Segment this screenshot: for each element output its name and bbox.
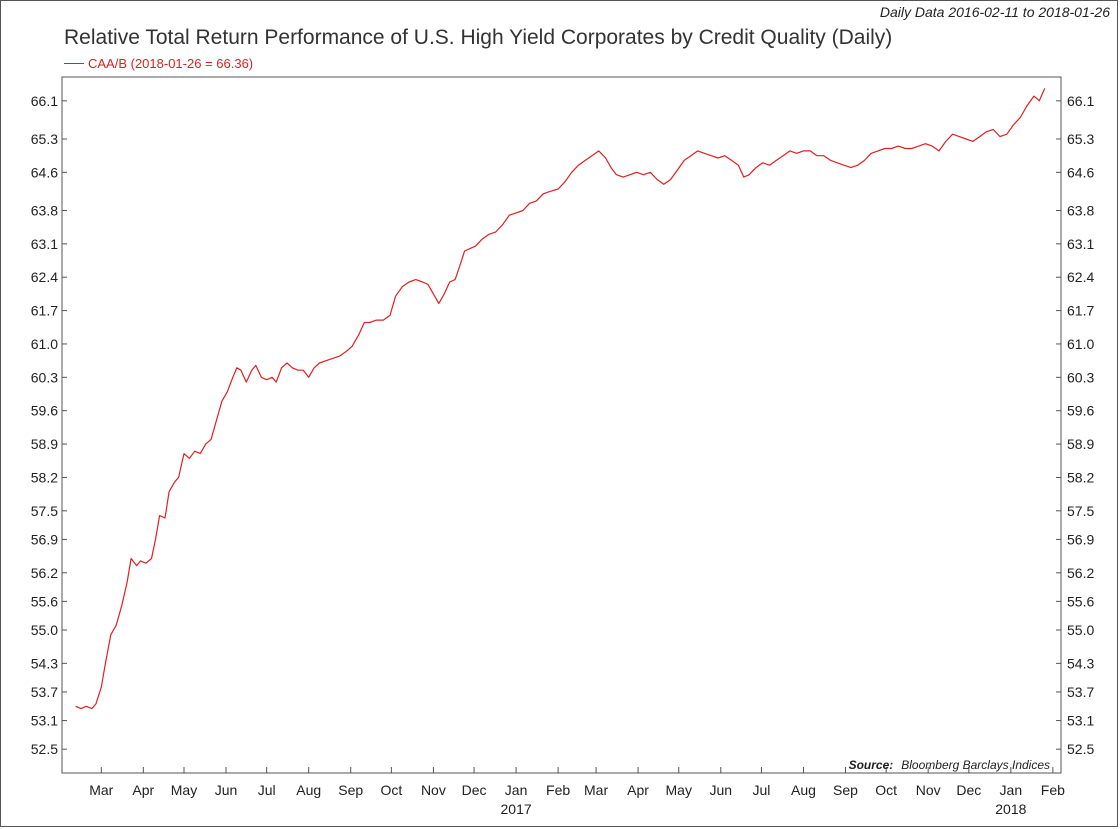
y-tick-label-right: 53.7	[1067, 684, 1094, 700]
y-tick-label-left: 58.9	[31, 436, 58, 452]
y-tick-label-right: 66.1	[1067, 93, 1094, 109]
x-tick-label: Aug	[791, 782, 816, 798]
y-tick-label-left: 57.5	[31, 503, 58, 519]
y-tick-label-right: 56.2	[1067, 565, 1094, 581]
y-tick-label-left: 58.2	[31, 469, 58, 485]
y-tick-label-right: 53.1	[1067, 713, 1094, 729]
y-tick-label-left: 59.6	[31, 403, 58, 419]
y-tick-label-left: 56.9	[31, 531, 58, 547]
y-tick-label-right: 61.0	[1067, 336, 1094, 352]
y-tick-label-right: 58.9	[1067, 436, 1094, 452]
y-tick-label-left: 63.8	[31, 202, 58, 218]
y-tick-label-left: 61.7	[31, 303, 58, 319]
x-tick-label: Oct	[380, 782, 402, 798]
x-tick-label: Feb	[1041, 782, 1065, 798]
x-tick-label: Jul	[258, 782, 276, 798]
y-tick-label-left: 54.3	[31, 655, 58, 671]
x-tick-label: Dec	[462, 782, 487, 798]
x-tick-label: Nov	[916, 782, 941, 798]
x-tick-label: May	[171, 782, 197, 798]
y-tick-label-left: 64.6	[31, 164, 58, 180]
y-tick-label-right: 57.5	[1067, 503, 1094, 519]
y-tick-label-right: 61.7	[1067, 303, 1094, 319]
y-tick-label-right: 63.1	[1067, 236, 1094, 252]
y-tick-label-right: 55.0	[1067, 622, 1094, 638]
x-tick-label: Feb	[546, 782, 570, 798]
x-year-label: 2017	[501, 801, 532, 817]
y-tick-label-left: 63.1	[31, 236, 58, 252]
x-tick-label: Jan	[505, 782, 528, 798]
y-tick-label-left: 55.6	[31, 593, 58, 609]
y-tick-label-right: 58.2	[1067, 469, 1094, 485]
x-tick-label: Mar	[89, 782, 113, 798]
y-tick-label-right: 56.9	[1067, 531, 1094, 547]
x-tick-label: Apr	[132, 782, 154, 798]
y-tick-label-left: 60.3	[31, 369, 58, 385]
source-text: Bloomberg Barclays Indices	[901, 758, 1050, 772]
y-tick-label-left: 62.4	[31, 269, 58, 285]
x-tick-label: Jul	[752, 782, 770, 798]
y-tick-label-right: 60.3	[1067, 369, 1094, 385]
y-tick-label-right: 55.6	[1067, 593, 1094, 609]
x-tick-label: Sep	[338, 782, 363, 798]
x-tick-label: Dec	[956, 782, 981, 798]
y-tick-label-right: 52.5	[1067, 741, 1094, 757]
plot-area	[61, 76, 1062, 774]
y-tick-label-left: 53.7	[31, 684, 58, 700]
y-tick-label-left: 55.0	[31, 622, 58, 638]
x-tick-label: Oct	[875, 782, 897, 798]
chart-title: Relative Total Return Performance of U.S…	[64, 26, 893, 49]
x-tick-label: May	[666, 782, 692, 798]
legend-label: CAA/B (2018-01-26 = 66.36)	[88, 56, 254, 71]
date-range-note: Daily Data 2016-02-11 to 2018-01-26	[879, 4, 1110, 20]
x-tick-label: Jun	[709, 782, 732, 798]
y-tick-label-right: 54.3	[1067, 655, 1094, 671]
y-axis-right: 52.5 53.1 53.7 54.3 55.0 55.6 56.2 56.9 57.5 58.2…	[1056, 93, 1094, 757]
series-line-caa-b	[75, 88, 1046, 710]
x-year-label: 2018	[995, 801, 1026, 817]
x-tick-label: Mar	[584, 782, 608, 798]
y-tick-label-right: 65.3	[1067, 131, 1094, 147]
source-label: Source:	[848, 758, 894, 772]
y-axis-left: 52.5 53.1 53.7 54.3 55.0 55.6 56.2 56.9 57.5 58.2…	[31, 93, 67, 757]
y-tick-label-left: 61.0	[31, 336, 58, 352]
x-tick-label: Sep	[833, 782, 858, 798]
series-layer	[75, 88, 1046, 710]
y-tick-label-right: 63.8	[1067, 202, 1094, 218]
x-axis: Mar Apr May Jun Jul Aug Sep Oct Nov Dec Jan Feb Mar A…	[89, 767, 1065, 817]
x-tick-label: Jun	[215, 782, 238, 798]
x-tick-label: Aug	[296, 782, 321, 798]
y-tick-label-right: 62.4	[1067, 269, 1094, 285]
y-tick-label-left: 52.5	[31, 741, 58, 757]
y-tick-label-left: 56.2	[31, 565, 58, 581]
y-tick-label-right: 64.6	[1067, 164, 1094, 180]
y-tick-label-left: 53.1	[31, 713, 58, 729]
x-tick-label: Jan	[1000, 782, 1023, 798]
legend: CAA/B (2018-01-26 = 66.36)	[64, 56, 253, 71]
source-note: Source: Bloomberg Barclays Indices	[849, 758, 1050, 772]
y-tick-label-right: 59.6	[1067, 403, 1094, 419]
x-tick-label: Apr	[627, 782, 649, 798]
y-tick-label-left: 66.1	[31, 93, 58, 109]
x-tick-label: Nov	[421, 782, 446, 798]
y-tick-label-left: 65.3	[31, 131, 58, 147]
legend-swatch	[64, 63, 84, 64]
